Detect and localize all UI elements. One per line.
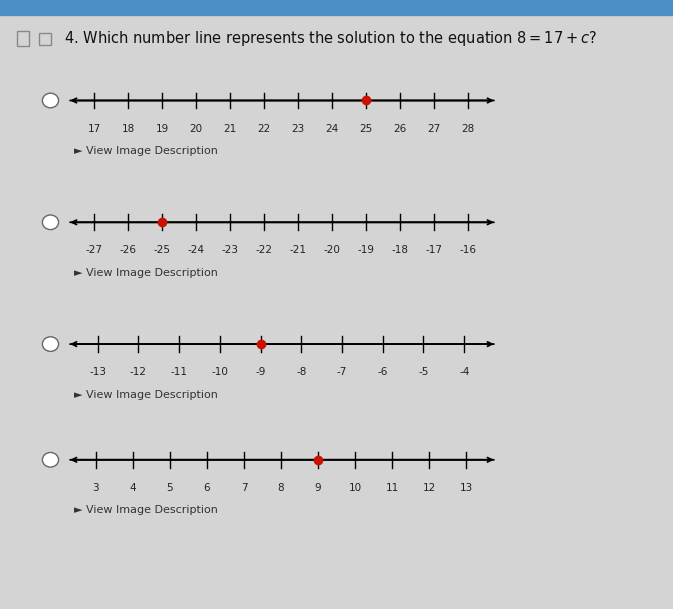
Text: -4: -4 — [459, 367, 469, 377]
Text: 18: 18 — [122, 124, 135, 133]
Text: 4: 4 — [130, 483, 136, 493]
Text: -18: -18 — [391, 245, 409, 255]
Text: -5: -5 — [419, 367, 429, 377]
Text: 12: 12 — [423, 483, 435, 493]
Text: 4. Which number line represents the solution to the equation $8 = 17 + c$?: 4. Which number line represents the solu… — [64, 29, 597, 48]
Text: 26: 26 — [393, 124, 406, 133]
Bar — [39, 33, 51, 45]
Text: -17: -17 — [425, 245, 442, 255]
Text: 10: 10 — [349, 483, 361, 493]
Text: 24: 24 — [325, 124, 339, 133]
Text: 13: 13 — [460, 483, 472, 493]
Text: 25: 25 — [359, 124, 372, 133]
Text: -19: -19 — [357, 245, 374, 255]
Text: 22: 22 — [257, 124, 271, 133]
Text: 27: 27 — [427, 124, 440, 133]
Bar — [0, 0, 673, 15]
Circle shape — [42, 452, 59, 467]
Text: -8: -8 — [296, 367, 306, 377]
Text: -26: -26 — [120, 245, 137, 255]
Circle shape — [42, 93, 59, 108]
Text: -9: -9 — [256, 367, 266, 377]
Text: 6: 6 — [204, 483, 210, 493]
Text: -25: -25 — [153, 245, 171, 255]
Text: -12: -12 — [130, 367, 147, 377]
Text: ► View Image Description: ► View Image Description — [74, 390, 218, 400]
Text: -6: -6 — [378, 367, 388, 377]
Text: ► View Image Description: ► View Image Description — [74, 505, 218, 515]
Text: 5: 5 — [167, 483, 173, 493]
Text: 20: 20 — [190, 124, 203, 133]
Text: 7: 7 — [241, 483, 247, 493]
Bar — [17, 31, 29, 46]
Text: -21: -21 — [289, 245, 306, 255]
Text: -7: -7 — [337, 367, 347, 377]
Text: ► View Image Description: ► View Image Description — [74, 146, 218, 156]
Text: 8: 8 — [278, 483, 284, 493]
Text: -22: -22 — [256, 245, 273, 255]
Text: -24: -24 — [188, 245, 205, 255]
Text: -13: -13 — [90, 367, 106, 377]
Text: -27: -27 — [86, 245, 103, 255]
Text: -10: -10 — [211, 367, 228, 377]
Text: 3: 3 — [93, 483, 99, 493]
Text: ► View Image Description: ► View Image Description — [74, 268, 218, 278]
Text: 9: 9 — [315, 483, 321, 493]
Text: 17: 17 — [87, 124, 101, 133]
Text: -16: -16 — [459, 245, 476, 255]
Text: 23: 23 — [291, 124, 305, 133]
Text: -23: -23 — [221, 245, 239, 255]
Circle shape — [42, 337, 59, 351]
Text: -11: -11 — [171, 367, 188, 377]
Circle shape — [42, 215, 59, 230]
Text: -20: -20 — [324, 245, 341, 255]
Text: 19: 19 — [155, 124, 169, 133]
Text: 11: 11 — [386, 483, 398, 493]
Text: 21: 21 — [223, 124, 237, 133]
Text: 28: 28 — [461, 124, 474, 133]
